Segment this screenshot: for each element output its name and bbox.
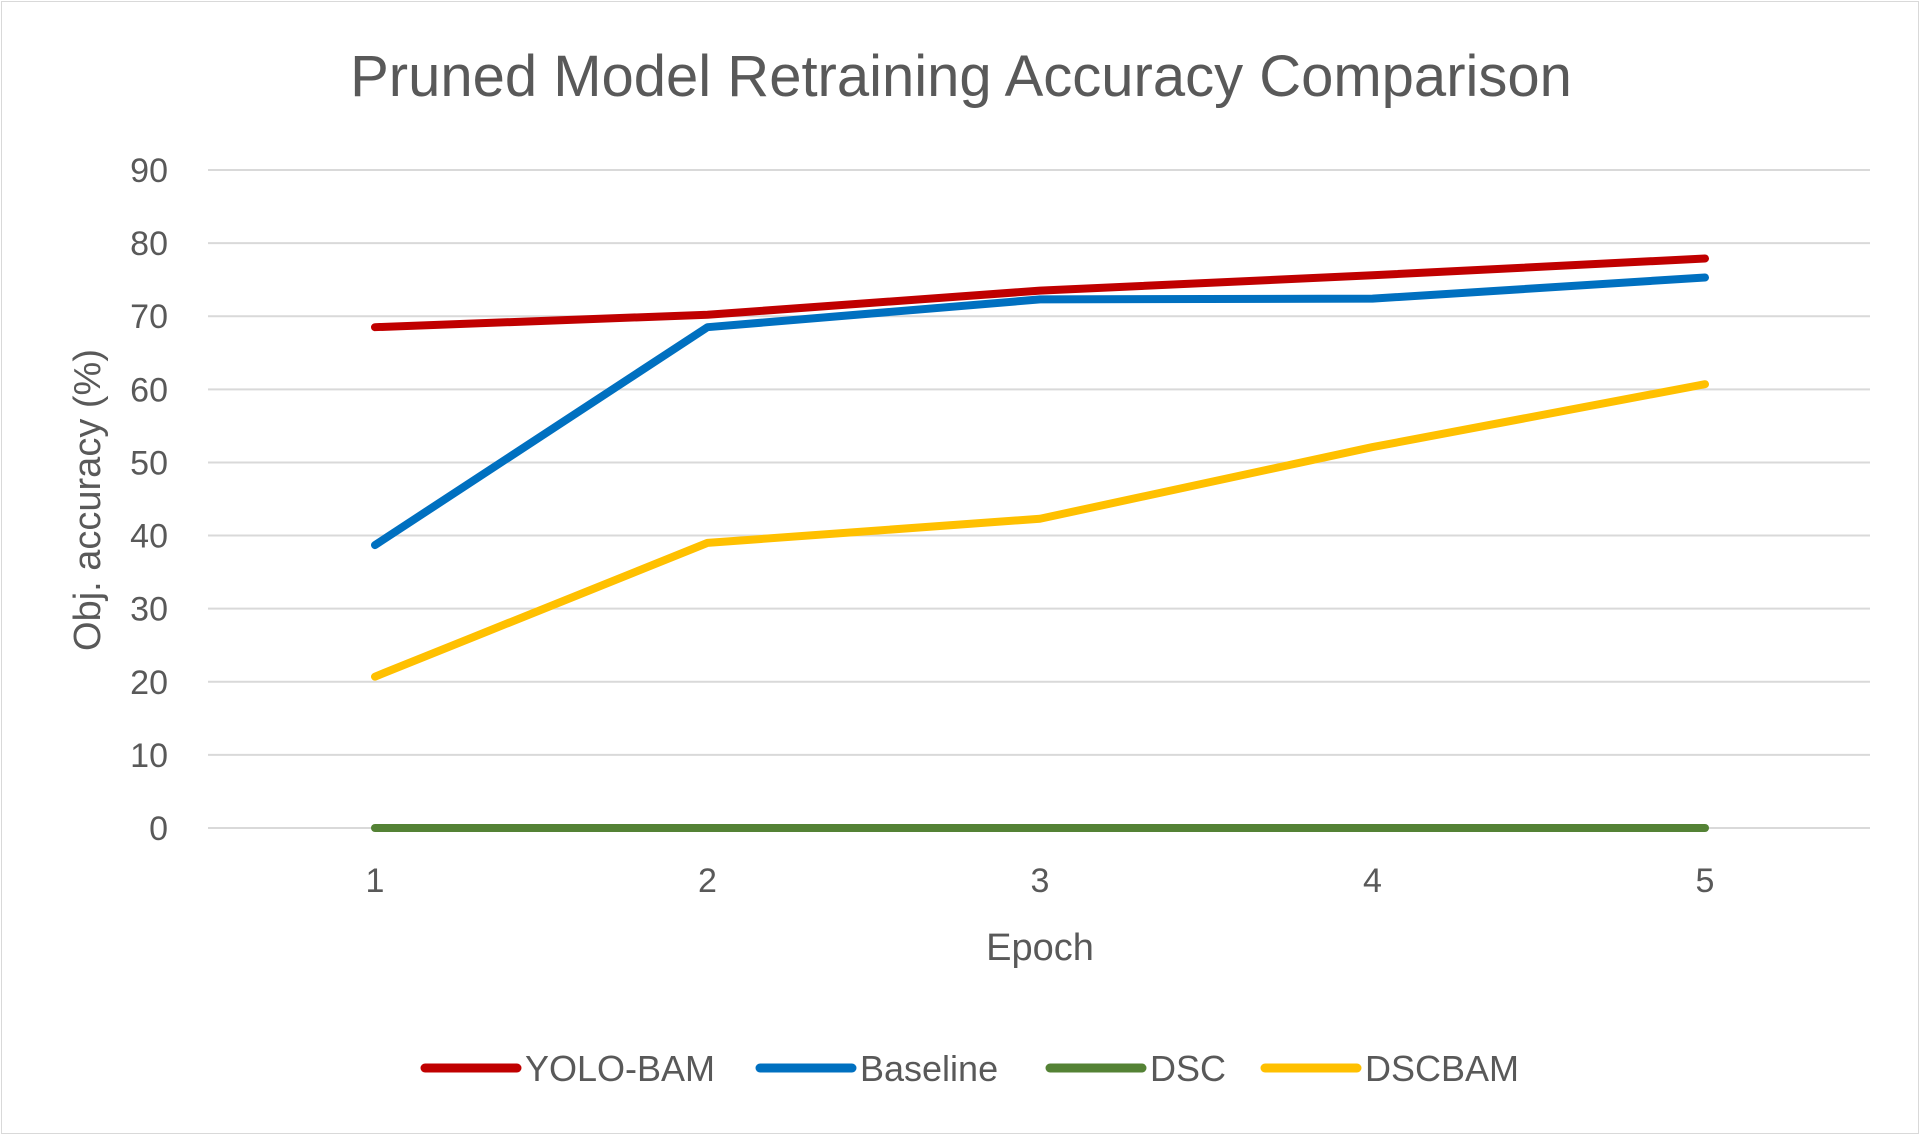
y-tick-label: 70	[130, 298, 168, 336]
x-tick-label: 2	[698, 862, 717, 900]
legend-label: DSCBAM	[1365, 1048, 1519, 1089]
y-tick-label: 50	[130, 444, 168, 482]
y-tick-label: 10	[130, 737, 168, 775]
y-tick-label: 90	[130, 152, 168, 190]
x-tick-label: 1	[366, 862, 385, 900]
gridlines	[208, 169, 1870, 829]
y-tick-label: 40	[130, 518, 168, 556]
x-tick-label: 5	[1696, 862, 1715, 900]
x-tick-label: 4	[1363, 862, 1382, 900]
x-axis-ticks: 1 2 3 4 5	[366, 862, 1715, 900]
y-tick-label: 20	[130, 664, 168, 702]
y-tick-label: 0	[149, 810, 168, 848]
y-axis-ticks: 0 10 20 30 40 50 60 70 80 90	[130, 152, 168, 848]
legend-label: DSC	[1150, 1048, 1226, 1089]
chart-title: Pruned Model Retraining Accuracy Compari…	[350, 44, 1572, 109]
y-tick-label: 30	[130, 591, 168, 629]
series-lines	[371, 254, 1709, 832]
legend: YOLO-BAM Baseline DSC DSCBAM	[420, 1048, 1519, 1089]
legend-label: Baseline	[860, 1048, 998, 1089]
y-axis-title: Obj. accuracy (%)	[67, 349, 109, 651]
legend-label: YOLO-BAM	[525, 1048, 715, 1089]
x-axis-title: Epoch	[986, 927, 1094, 969]
series-line-dscbam	[371, 380, 1709, 681]
y-tick-label: 80	[130, 225, 168, 263]
x-tick-label: 3	[1031, 862, 1050, 900]
y-tick-label: 60	[130, 371, 168, 409]
